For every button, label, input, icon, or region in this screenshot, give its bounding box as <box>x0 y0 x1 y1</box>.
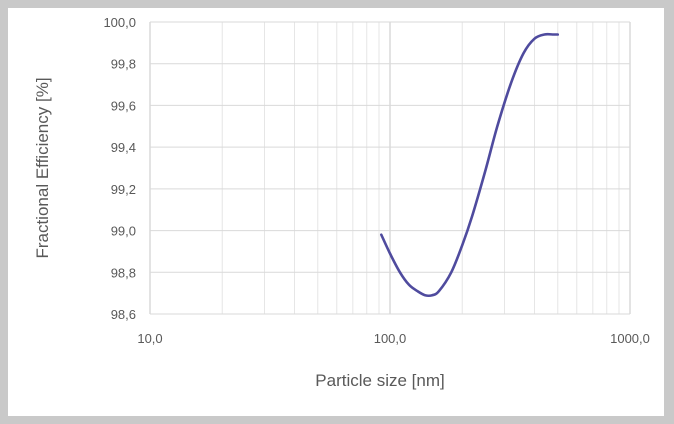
x-tick-label: 10,0 <box>137 331 162 346</box>
y-tick-label: 99,2 <box>111 182 136 197</box>
chart-area: 98,6 98,8 99,0 99,2 99,4 99,6 99,8 100,0 10,0 10… <box>8 8 664 416</box>
y-axis-ticks: 98,6 98,8 99,0 99,2 99,4 99,6 99,8 100,0 <box>103 15 136 322</box>
y-tick-label: 99,4 <box>111 140 136 155</box>
efficiency-series-line <box>380 32 560 298</box>
x-tick-label: 1000,0 <box>610 331 650 346</box>
x-axis-title: Particle size [nm] <box>315 371 444 390</box>
grid <box>149 21 631 315</box>
y-tick-label: 99,8 <box>111 57 136 72</box>
y-tick-label: 100,0 <box>103 15 136 30</box>
x-axis-ticks: 10,0 100,0 1000,0 <box>137 331 650 346</box>
y-axis-title: Fractional Efficiency [%] <box>33 77 52 258</box>
y-tick-label: 98,8 <box>111 265 136 280</box>
y-tick-label: 99,6 <box>111 98 136 113</box>
y-tick-label: 99,0 <box>111 224 136 239</box>
series-layer <box>380 32 560 298</box>
y-tick-label: 98,6 <box>111 307 136 322</box>
x-tick-label: 100,0 <box>374 331 407 346</box>
